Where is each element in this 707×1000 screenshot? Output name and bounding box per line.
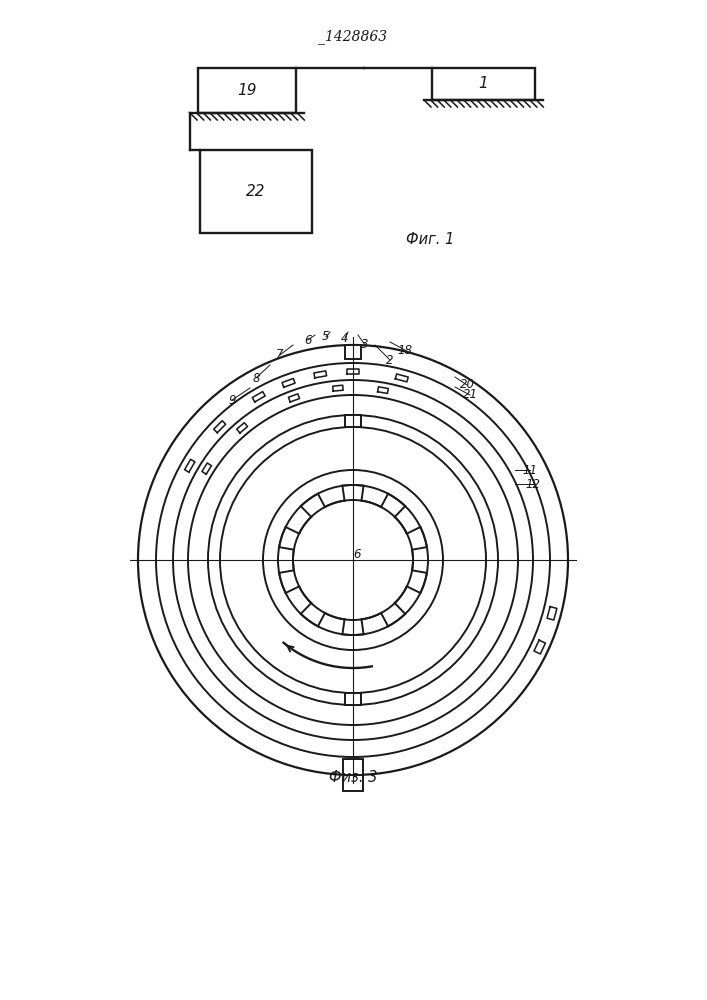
- Text: 1: 1: [479, 77, 489, 92]
- Text: 11: 11: [522, 464, 537, 477]
- Bar: [343, 759, 363, 775]
- Text: Физ. 3: Физ. 3: [329, 770, 378, 786]
- Text: 6: 6: [354, 548, 361, 562]
- Text: 21: 21: [462, 388, 477, 401]
- Bar: [432, 68, 535, 100]
- Bar: [198, 68, 296, 113]
- Text: 9: 9: [228, 393, 235, 406]
- Text: Фиг. 1: Фиг. 1: [406, 232, 454, 247]
- Bar: [343, 775, 363, 791]
- Text: 3: 3: [361, 338, 369, 352]
- Text: 18: 18: [397, 344, 412, 357]
- Text: 19: 19: [238, 83, 257, 98]
- Text: 7: 7: [276, 349, 284, 361]
- Text: 20: 20: [460, 378, 474, 391]
- Bar: [345, 693, 361, 705]
- Text: 2: 2: [386, 354, 394, 366]
- Text: 5: 5: [322, 330, 329, 344]
- Text: 8: 8: [252, 371, 259, 384]
- Text: 22: 22: [246, 184, 266, 199]
- Text: _1428863: _1428863: [318, 30, 387, 44]
- Text: 4: 4: [341, 332, 349, 344]
- Bar: [200, 150, 312, 233]
- Text: 6: 6: [304, 334, 312, 347]
- Bar: [345, 415, 361, 427]
- Bar: [345, 345, 361, 359]
- Text: 12: 12: [525, 478, 540, 490]
